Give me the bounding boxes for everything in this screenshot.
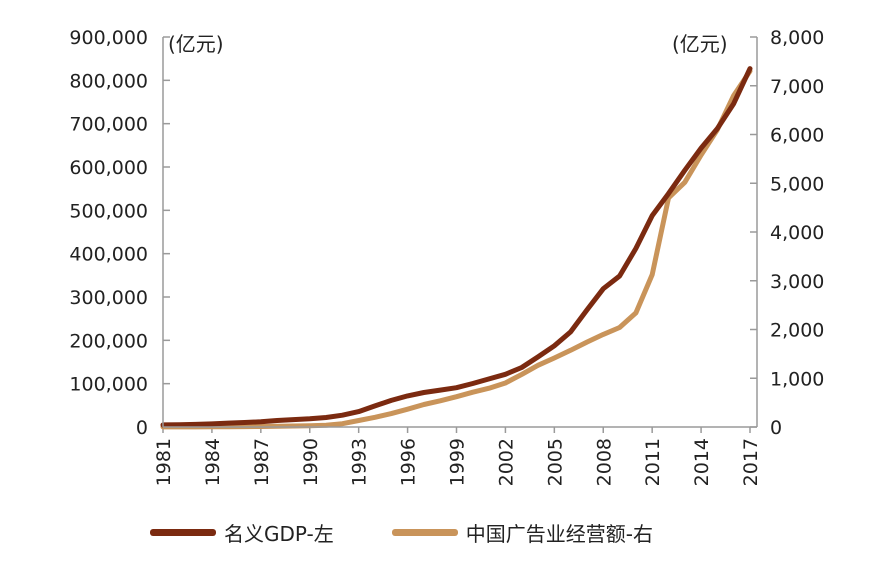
x-tick-label: 1999	[447, 438, 469, 486]
legend-item-gdp: 名义GDP-左	[150, 518, 334, 547]
left-tick-label: 400,000	[69, 244, 148, 266]
x-tick-label: 2017	[740, 438, 762, 486]
x-tick-label: 1993	[349, 438, 371, 486]
x-tick-label: 2008	[593, 438, 615, 486]
x-tick-label: 1984	[202, 438, 224, 486]
right-tick-label: 7,000	[770, 76, 824, 98]
x-axis: 1981 1984 1987 1990 1993 1996 1999 2002 2005 2008…	[153, 427, 762, 486]
legend-label-gdp: 名义GDP-左	[224, 522, 334, 546]
chart: 0 100,000 200,000 300,000 400,000 500,000 600,…	[69, 27, 824, 486]
right-unit-label: (亿元)	[672, 32, 728, 56]
left-tick-label: 600,000	[69, 157, 148, 179]
left-tick-label: 900,000	[69, 27, 148, 49]
left-tick-label: 100,000	[69, 374, 148, 396]
left-tick-label: 500,000	[69, 200, 148, 222]
x-tick-label: 2002	[495, 438, 517, 486]
x-tick-label: 1987	[251, 438, 273, 486]
right-tick-label: 8,000	[770, 27, 824, 49]
x-tick-label: 1990	[300, 438, 322, 486]
right-tick-label: 4,000	[770, 222, 824, 244]
legend-swatch-ad	[391, 529, 458, 536]
x-tick-label: 1996	[398, 438, 420, 486]
legend-label-ad: 中国广告业经营额-右	[465, 522, 653, 546]
series-line-ad	[160, 68, 753, 430]
left-tick-label: 800,000	[69, 70, 148, 92]
right-tick-label: 5,000	[770, 173, 824, 195]
x-tick-label: 2014	[691, 438, 713, 486]
legend-swatch-gdp	[150, 529, 216, 536]
right-tick-label: 6,000	[770, 125, 824, 147]
series-layer	[160, 66, 753, 430]
right-tick-label: 0	[770, 417, 782, 439]
series-points-ad	[162, 71, 751, 427]
left-tick-label: 0	[136, 417, 148, 439]
series-line-gdp	[160, 66, 753, 428]
x-tick-label: 1981	[153, 438, 175, 486]
right-tick-label: 1,000	[770, 368, 824, 390]
left-tick-label: 700,000	[69, 114, 148, 136]
series-points-gdp	[162, 68, 751, 425]
left-tick-label: 200,000	[69, 330, 148, 352]
right-tick-label: 3,000	[770, 271, 824, 293]
right-tick-label: 2,000	[770, 320, 824, 342]
legend: 名义GDP-左 中国广告业经营额-右	[150, 518, 711, 547]
left-tick-label: 300,000	[69, 287, 148, 309]
left-axis: 0 100,000 200,000 300,000 400,000 500,000 600,…	[69, 27, 170, 439]
left-unit-label: (亿元)	[168, 32, 224, 56]
legend-item-ad: 中国广告业经营额-右	[391, 518, 653, 547]
x-tick-label: 2005	[544, 438, 566, 486]
right-axis: 0 1,000 2,000 3,000 4,000 5,000 6,000 7,000 8,00…	[750, 27, 824, 439]
x-tick-label: 2011	[642, 438, 664, 486]
